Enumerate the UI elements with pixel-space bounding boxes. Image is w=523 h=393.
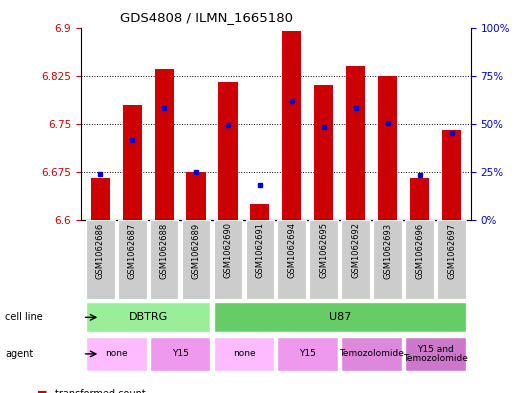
Text: GSM1062688: GSM1062688 [160,222,168,279]
Bar [150,220,178,299]
Text: GSM1062687: GSM1062687 [128,222,137,279]
Text: GSM1062691: GSM1062691 [255,222,265,278]
Bar [245,220,274,299]
Bar [314,85,333,220]
Bar [278,337,338,371]
Bar [442,130,461,220]
Bar [278,220,306,299]
Bar [86,337,146,371]
Text: transformed count: transformed count [55,389,146,393]
Bar [251,204,269,220]
Text: none: none [105,349,128,358]
Bar [213,337,274,371]
Text: GSM1062697: GSM1062697 [447,222,456,279]
Bar [187,172,206,220]
Text: U87: U87 [328,312,351,322]
Bar [213,302,466,332]
Text: Y15: Y15 [299,349,316,358]
Text: GSM1062694: GSM1062694 [287,222,297,278]
Text: agent: agent [5,349,33,359]
Bar [90,178,110,220]
Bar [342,337,402,371]
Bar [181,220,210,299]
Text: Y15: Y15 [172,349,188,358]
Text: Temozolomide: Temozolomide [339,349,404,358]
Bar [405,337,466,371]
Text: GDS4808 / ILMN_1665180: GDS4808 / ILMN_1665180 [120,11,293,24]
Bar [342,220,370,299]
Bar [219,82,237,220]
Text: GSM1062692: GSM1062692 [351,222,360,278]
Text: GSM1062689: GSM1062689 [191,222,200,279]
Bar [346,66,365,220]
Text: Y15 and
Temozolomide: Y15 and Temozolomide [403,345,468,363]
Bar [122,105,142,220]
Bar [86,302,210,332]
Bar [154,69,174,220]
Text: GSM1062696: GSM1062696 [415,222,424,279]
Text: GSM1062693: GSM1062693 [383,222,392,279]
Bar [405,220,434,299]
Bar [310,220,338,299]
Bar [373,220,402,299]
Bar [86,220,115,299]
Text: DBTRG: DBTRG [129,312,168,322]
Bar [118,220,146,299]
Text: GSM1062690: GSM1062690 [223,222,233,278]
Text: cell line: cell line [5,312,43,322]
Bar [213,220,242,299]
Bar [378,75,397,220]
Bar [282,31,301,220]
Bar [150,337,210,371]
Text: GSM1062686: GSM1062686 [96,222,105,279]
Text: ■: ■ [37,389,47,393]
Bar [437,220,466,299]
Bar [410,178,429,220]
Text: none: none [233,349,255,358]
Text: GSM1062695: GSM1062695 [319,222,328,278]
